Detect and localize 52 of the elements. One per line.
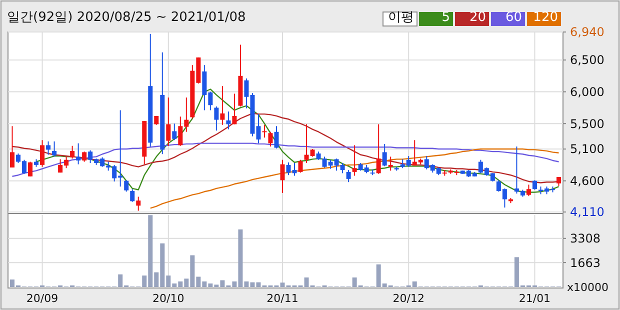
candlestick: [28, 161, 33, 177]
y-axis-title: x10000: [567, 280, 609, 294]
candlestick: [274, 126, 279, 149]
candlestick: [82, 151, 87, 162]
chart-title: 일간(92일) 2020/08/25 ~ 2021/01/08: [7, 10, 246, 25]
candlestick: [280, 159, 285, 194]
candlestick: [130, 188, 135, 202]
candlestick: [220, 86, 225, 126]
text: 120: [533, 10, 558, 25]
line-series: [150, 148, 560, 209]
candlestick: [10, 126, 15, 168]
candlestick: [172, 123, 177, 141]
candlestick: [124, 180, 129, 192]
y-tick-label: 5,100: [570, 142, 604, 156]
y-tick-label: 6,500: [570, 53, 604, 68]
candlestick: [76, 142, 81, 165]
candlestick: [346, 170, 351, 183]
y-tick-label: 3308: [570, 232, 601, 246]
x-tick-label: 21/01: [518, 292, 551, 305]
candlestick: [532, 180, 537, 190]
candlestick: [262, 124, 267, 138]
candlestick: [214, 106, 219, 132]
y-tick-label: 1663: [570, 256, 601, 270]
x-tick-label: 20/10: [152, 292, 184, 305]
x-tick-label: 20/09: [26, 292, 58, 305]
y-tick-label: 4,110: [570, 205, 604, 220]
candlestick: [136, 196, 141, 212]
candlestick: [298, 159, 303, 174]
y-tick-label: 4,600: [570, 174, 604, 188]
x-tick-label: 20/11: [266, 292, 298, 305]
candlestick: [46, 140, 51, 156]
legend-title: 이평: [388, 10, 414, 25]
text: 20: [469, 10, 486, 25]
candlestick: [388, 156, 393, 172]
text: 60: [505, 10, 522, 25]
y-tick-label: 6,940: [570, 25, 604, 40]
x-tick-label: 20/12: [392, 292, 424, 305]
candlestick: [268, 131, 273, 147]
text: 5: [442, 10, 450, 25]
candlestick: [352, 144, 357, 176]
candlestick: [526, 184, 531, 197]
candlestick: [226, 111, 231, 130]
y-tick-label: 6,000: [570, 84, 604, 99]
candlestick: [70, 145, 75, 160]
candlestick: [376, 124, 381, 174]
candlestick: [52, 140, 57, 158]
candlestick: [40, 140, 45, 168]
line-series: [12, 112, 560, 184]
candlestick: [232, 93, 237, 125]
candlestick: [166, 97, 171, 146]
y-tick-label: 5,500: [570, 116, 604, 131]
candlestick: [382, 143, 387, 167]
